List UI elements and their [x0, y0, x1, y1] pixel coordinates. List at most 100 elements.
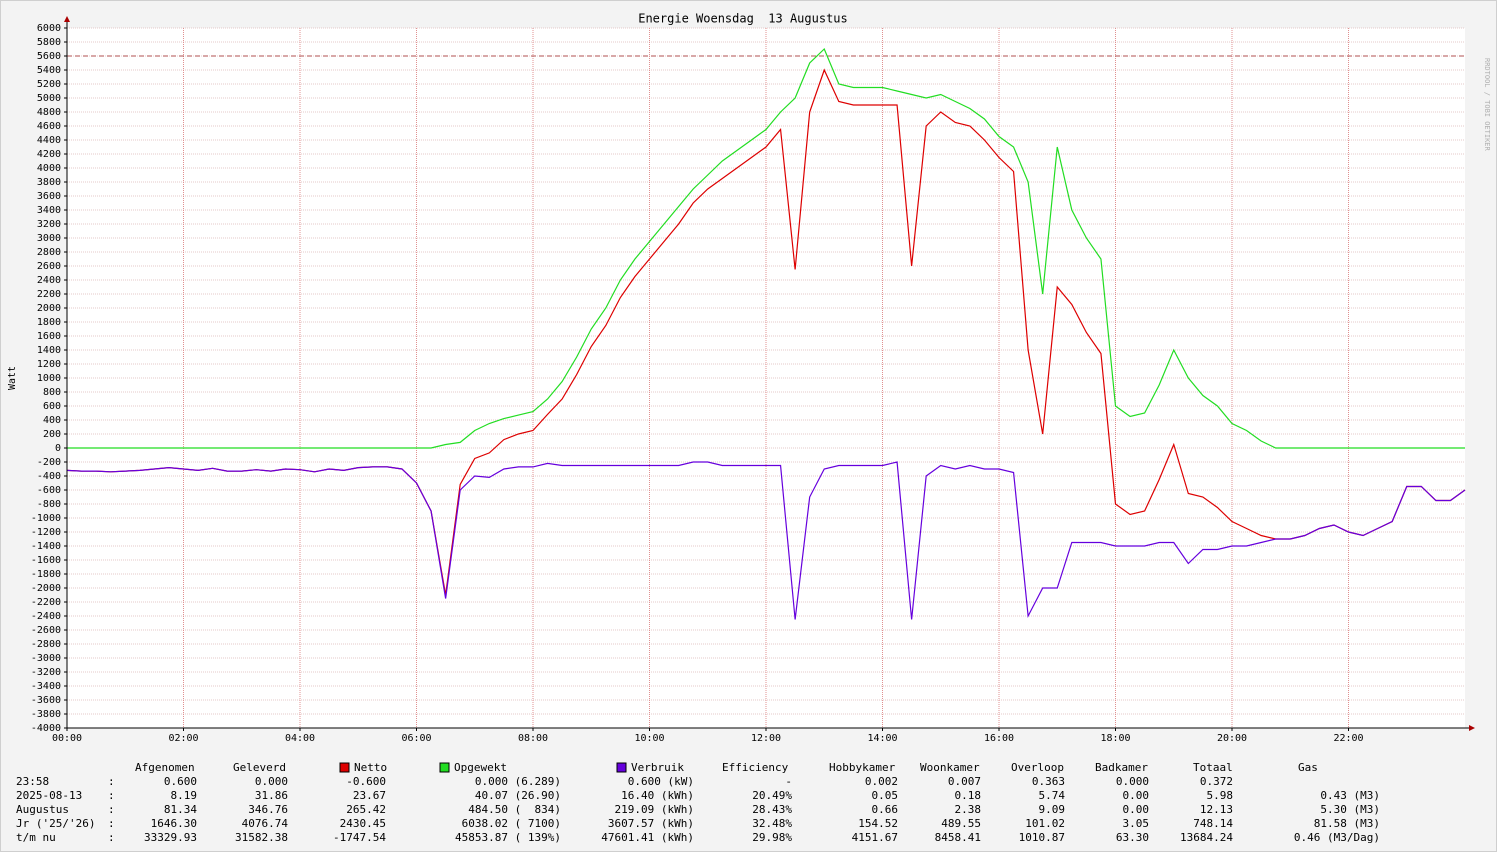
y-tick-label: 3600: [37, 191, 61, 202]
row-separator: :: [108, 789, 115, 802]
x-axis-arrow: [1469, 725, 1475, 731]
y-tick-label: 3400: [37, 205, 61, 216]
x-tick-label: 04:00: [285, 733, 315, 744]
row-separator: :: [108, 831, 115, 844]
table-cell: 3607.57 (kWh): [608, 817, 694, 830]
y-tick-label: 5200: [37, 79, 61, 90]
table-cell: 13684.24: [1180, 831, 1233, 844]
table-cell: 28.43%: [752, 803, 792, 816]
y-axis-label: Watt: [7, 366, 18, 390]
y-tick-label: -2600: [31, 625, 61, 636]
table-cell: 81.58 (M3): [1314, 817, 1380, 830]
y-tick-label: 200: [43, 429, 61, 440]
x-tick-label: 10:00: [634, 733, 664, 744]
y-tick-label: -2000: [31, 583, 61, 594]
table-cell: 0.46 (M3/Dag): [1294, 831, 1380, 844]
table-cell: 6038.02 ( 7100): [462, 817, 561, 830]
table-cell: -: [785, 775, 792, 788]
table-cell: 20.49%: [752, 789, 792, 802]
x-tick-label: 16:00: [984, 733, 1014, 744]
y-axis-arrow: [64, 16, 70, 22]
table-cell: 0.002: [865, 775, 898, 788]
row-separator: :: [108, 817, 115, 830]
x-tick-label: 08:00: [518, 733, 548, 744]
table-header: Geleverd: [233, 761, 286, 774]
y-tick-label: -1400: [31, 541, 61, 552]
y-tick-label: 3800: [37, 177, 61, 188]
row-label: Jr ('25/'26): [16, 817, 95, 830]
table-cell: 101.02: [1025, 817, 1065, 830]
legend-swatch: [439, 762, 450, 773]
y-tick-label: 5600: [37, 51, 61, 62]
table-header: Totaal: [1193, 761, 1233, 774]
y-tick-label: -1600: [31, 555, 61, 566]
y-tick-label: -4000: [31, 723, 61, 734]
y-tick-label: 3000: [37, 233, 61, 244]
y-tick-label: 2800: [37, 247, 61, 258]
y-tick-label: 1400: [37, 345, 61, 356]
table-cell: 346.76: [248, 803, 288, 816]
table-cell: 4076.74: [242, 817, 289, 830]
table-cell: 4151.67: [852, 831, 898, 844]
table-header: Badkamer: [1095, 761, 1148, 774]
x-tick-label: 20:00: [1217, 733, 1247, 744]
y-tick-label: -3800: [31, 709, 61, 720]
table-cell: 0.372: [1200, 775, 1233, 788]
table-cell: 8458.41: [935, 831, 981, 844]
table-cell: 748.14: [1193, 817, 1233, 830]
series-line: [66, 461, 1466, 620]
table-cell: 63.30: [1116, 831, 1149, 844]
y-tick-label: -200: [37, 457, 61, 468]
x-tick-label: 14:00: [867, 733, 897, 744]
table-cell: 0.18: [955, 789, 982, 802]
y-tick-label: -3400: [31, 681, 61, 692]
table-cell: 0.43 (M3): [1320, 789, 1380, 802]
legend-label: Opgewekt: [454, 761, 507, 774]
table-cell: 0.05: [872, 789, 899, 802]
table-cell: 47601.41 (kWh): [601, 831, 694, 844]
row-label: Augustus: [16, 803, 69, 816]
table-cell: 29.98%: [752, 831, 792, 844]
legend-label: Verbruik: [631, 761, 684, 774]
watermark: RRDTOOL / TOBI OETIKER: [1483, 58, 1491, 152]
y-tick-label: 600: [43, 401, 61, 412]
x-tick-label: 22:00: [1333, 733, 1363, 744]
y-tick-label: -2800: [31, 639, 61, 650]
table-cell: 1646.30: [151, 817, 197, 830]
table-cell: 265.42: [346, 803, 386, 816]
table-cell: 0.66: [872, 803, 899, 816]
table-cell: 32.48%: [752, 817, 792, 830]
table-cell: 154.52: [858, 817, 898, 830]
table-cell: 16.40 (kWh): [621, 789, 694, 802]
row-label: 23:58: [16, 775, 49, 788]
y-tick-label: 5800: [37, 37, 61, 48]
legend-swatch: [339, 762, 350, 773]
table-cell: 31.86: [255, 789, 288, 802]
y-tick-label: 6000: [37, 23, 61, 34]
table-cell: -1747.54: [333, 831, 386, 844]
table-cell: 12.13: [1200, 803, 1233, 816]
y-tick-label: 0: [55, 443, 61, 454]
y-tick-label: -1000: [31, 513, 61, 524]
row-separator: :: [108, 803, 115, 816]
row-separator: :: [108, 775, 115, 788]
table-cell: 0.600 (kW): [628, 775, 694, 788]
y-tick-label: 4600: [37, 121, 61, 132]
table-cell: 45853.87 ( 139%): [455, 831, 561, 844]
y-tick-label: 5000: [37, 93, 61, 104]
table-header: Overloop: [1011, 761, 1064, 774]
y-tick-label: 1000: [37, 373, 61, 384]
table-cell: 5.74: [1039, 789, 1066, 802]
table-cell: 9.09: [1039, 803, 1066, 816]
table-cell: 0.000 (6.289): [475, 775, 561, 788]
y-tick-label: -2200: [31, 597, 61, 608]
table-cell: 5.98: [1207, 789, 1234, 802]
table-cell: 2.38: [955, 803, 982, 816]
table-header: Gas: [1298, 761, 1318, 774]
table-header: Afgenomen: [135, 761, 195, 774]
table-cell: 23.67: [353, 789, 386, 802]
table-cell: 40.07 (26.90): [475, 789, 561, 802]
chart-title: Energie Woensdag 13 Augustus: [638, 12, 848, 26]
table-cell: 0.600: [164, 775, 197, 788]
